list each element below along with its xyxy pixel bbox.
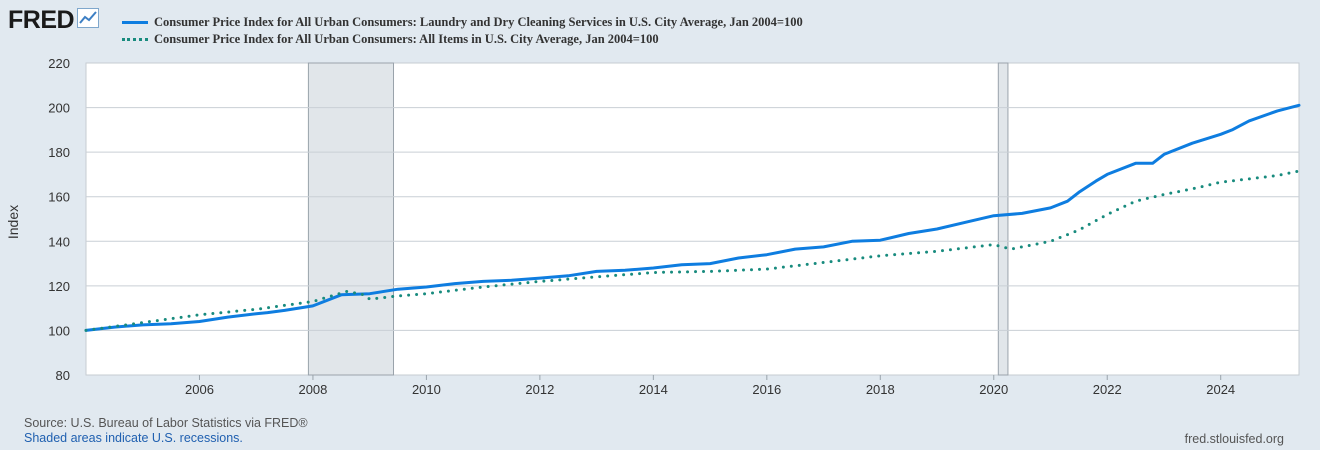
x-tick-label: 2018 [866, 382, 895, 397]
series-lines [84, 103, 1301, 332]
fred-logo[interactable]: FRED [8, 6, 100, 35]
x-tick-label: 2022 [1093, 382, 1122, 397]
legend-label-laundry: Consumer Price Index for All Urban Consu… [154, 15, 803, 29]
recession-band [307, 62, 395, 376]
x-tick-label: 2016 [752, 382, 781, 397]
legend-item-all-items[interactable]: Consumer Price Index for All Urban Consu… [122, 31, 803, 48]
recession-note[interactable]: Shaded areas indicate U.S. recessions. [24, 431, 243, 445]
fred-wordmark: FRED [8, 6, 75, 34]
legend-swatch-dotted [122, 38, 148, 41]
legend: Consumer Price Index for All Urban Consu… [122, 14, 803, 48]
recession-band [997, 62, 1009, 376]
y-axis-title: Index [5, 204, 21, 240]
legend-label-all-items: Consumer Price Index for All Urban Consu… [154, 32, 659, 46]
y-axis-ticks: 80 100 120 140 160 180 200 220 [48, 56, 70, 383]
x-tick-label: 2010 [412, 382, 441, 397]
gridlines [86, 107, 1299, 331]
x-tick-label: 2014 [639, 382, 668, 397]
series-line-laundry [84, 103, 1301, 332]
plot-area [85, 62, 1300, 376]
y-tick-label: 100 [48, 323, 70, 338]
y-tick-label: 120 [48, 279, 70, 294]
x-tick-label: 2012 [525, 382, 554, 397]
y-tick-label: 200 [48, 101, 70, 116]
legend-swatch-solid [122, 21, 148, 24]
y-tick-label: 160 [48, 190, 70, 205]
y-tick-label: 80 [56, 368, 70, 383]
x-tick-label: 2024 [1206, 382, 1235, 397]
legend-item-laundry[interactable]: Consumer Price Index for All Urban Consu… [122, 14, 803, 31]
y-tick-label: 220 [48, 56, 70, 71]
line-chart-icon [77, 8, 100, 33]
y-tick-label: 140 [48, 234, 70, 249]
x-tick-label: 2008 [298, 382, 327, 397]
recession-bands [307, 62, 1009, 376]
footer-notes: Source: U.S. Bureau of Labor Statistics … [24, 416, 308, 446]
source-note: Source: U.S. Bureau of Labor Statistics … [24, 416, 308, 430]
x-tick-label: 2006 [185, 382, 214, 397]
y-tick-label: 180 [48, 145, 70, 160]
fred-url[interactable]: fred.stlouisfed.org [1184, 432, 1284, 446]
x-tick-label: 2020 [979, 382, 1008, 397]
x-axis-ticks: 2006 2008 2010 2012 2014 2016 2018 2020 2022 2024 [185, 375, 1235, 397]
